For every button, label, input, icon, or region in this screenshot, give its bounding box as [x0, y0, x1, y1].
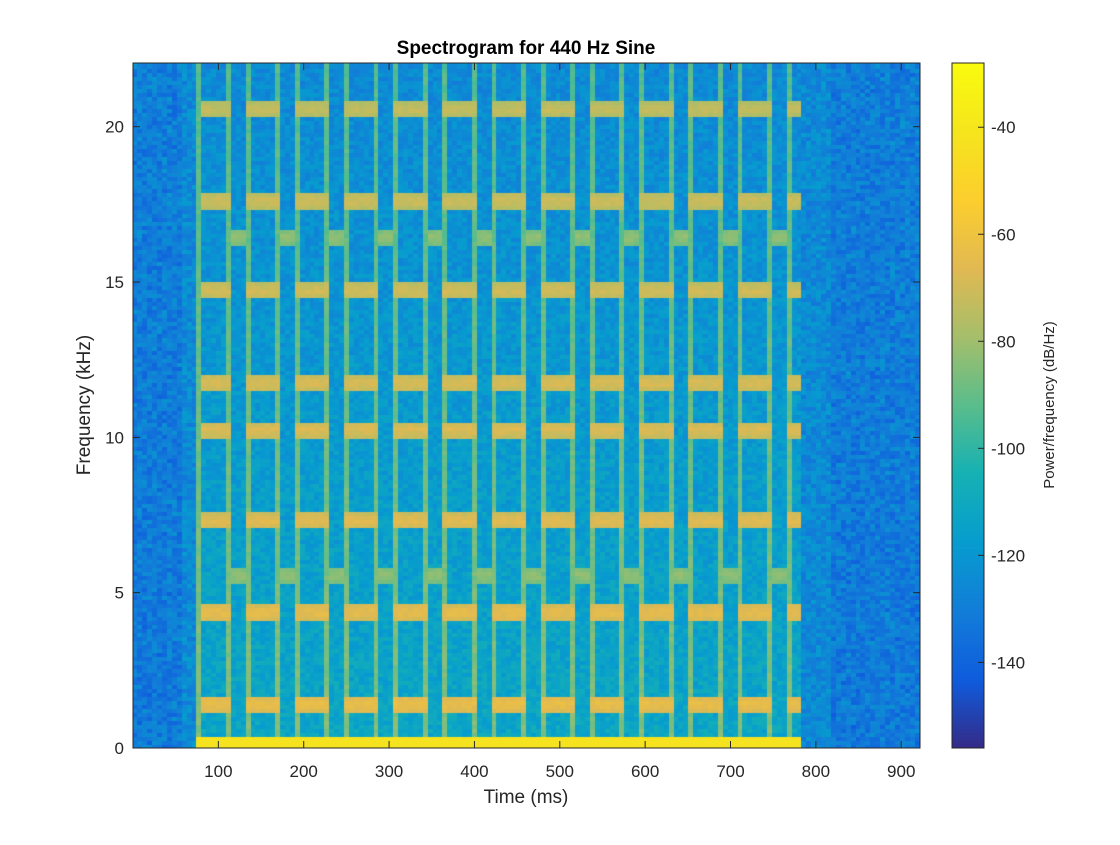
x-tick-label: 400	[460, 762, 488, 781]
colorbar-tick-label: -60	[991, 225, 1016, 244]
colorbar-tick-label: -120	[991, 546, 1025, 565]
x-tick-label: 700	[716, 762, 744, 781]
x-tick-label: 200	[290, 762, 318, 781]
plot-frame	[132, 62, 921, 749]
colorbar-label: Power/frequency (dB/Hz)	[1041, 321, 1058, 489]
x-axis: 100 200 300 400 500 600 700 800 900	[204, 63, 915, 781]
y-axis: 0 5 10 15 20	[105, 118, 920, 758]
colorbar-gradient	[952, 63, 984, 748]
chart-title: Spectrogram for 440 Hz Sine	[397, 38, 656, 59]
y-tick-label: 20	[105, 118, 124, 137]
x-tick-label: 800	[802, 762, 830, 781]
x-tick-label: 600	[631, 762, 659, 781]
colorbar: -40 -60 -80 -100 -120 -140 Power/frequency (d…	[951, 62, 1058, 749]
y-tick-label: 0	[115, 739, 124, 758]
x-tick-label: 300	[375, 762, 403, 781]
colorbar-tick-label: -40	[991, 118, 1016, 137]
colorbar-frame	[951, 62, 985, 749]
x-axis-label: Time (ms)	[484, 787, 569, 808]
spectrogram-heatmap	[133, 63, 920, 748]
colorbar-tick-label: -140	[991, 653, 1025, 672]
colorbar-ticks: -40 -60 -80 -100 -120 -140	[978, 118, 1025, 672]
y-axis-label: Frequency (kHz)	[74, 335, 95, 475]
x-tick-label: 100	[204, 762, 232, 781]
y-tick-label: 15	[105, 273, 124, 292]
y-tick-label: 10	[105, 428, 124, 447]
x-tick-label: 900	[887, 762, 915, 781]
colorbar-tick-label: -100	[991, 439, 1025, 458]
y-tick-label: 5	[115, 584, 124, 603]
colorbar-tick-label: -80	[991, 332, 1016, 351]
plot-area	[132, 62, 921, 749]
x-tick-label: 500	[546, 762, 574, 781]
